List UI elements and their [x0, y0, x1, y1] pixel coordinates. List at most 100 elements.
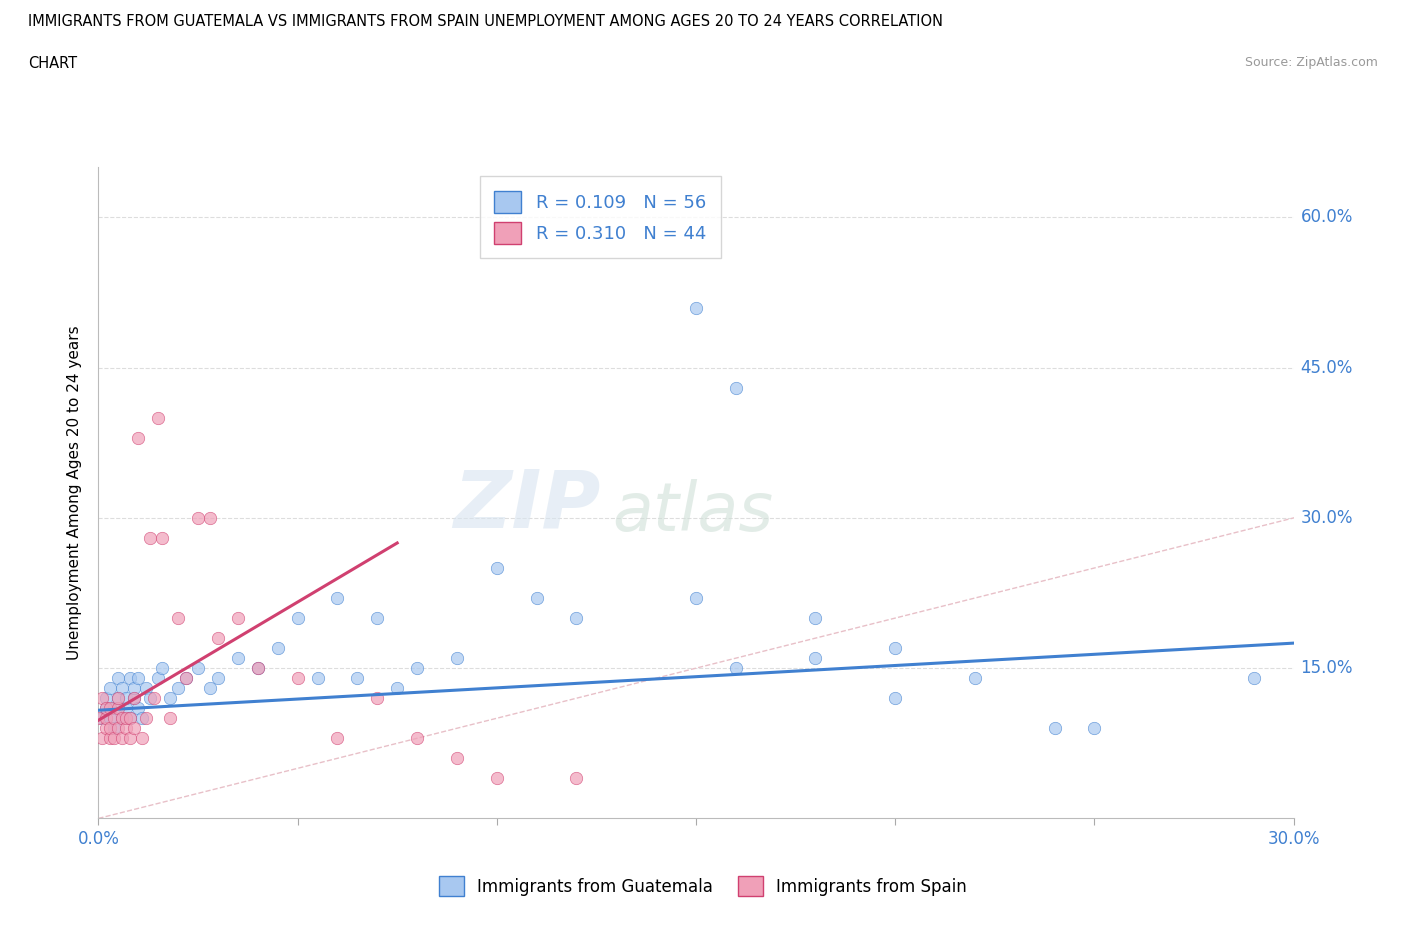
Point [98, 701, 122, 716]
Point [804, 651, 827, 666]
Point [135, 681, 157, 696]
Point [87, 711, 110, 725]
Text: IMMIGRANTS FROM GUATEMALA VS IMMIGRANTS FROM SPAIN UNEMPLOYMENT AMONG AGES 20 TO: IMMIGRANTS FROM GUATEMALA VS IMMIGRANTS … [28, 14, 943, 29]
Point [346, 671, 368, 685]
Text: 15.0%: 15.0% [1301, 659, 1353, 677]
Point [174, 671, 197, 685]
Point [167, 611, 190, 626]
Point [804, 611, 827, 626]
Point [485, 771, 508, 786]
Point [111, 711, 134, 725]
Point [120, 671, 142, 685]
Point [124, 691, 146, 706]
Point [485, 561, 508, 576]
Point [326, 731, 349, 746]
Point [96, 701, 118, 716]
Point [120, 731, 142, 746]
Legend: Immigrants from Guatemala, Immigrants from Spain: Immigrants from Guatemala, Immigrants fr… [432, 870, 974, 903]
Point [91, 731, 114, 746]
Point [246, 660, 269, 675]
Point [96, 701, 118, 716]
Point [226, 611, 249, 626]
Point [963, 671, 986, 685]
Legend: R = 0.109   N = 56, R = 0.310   N = 44: R = 0.109 N = 56, R = 0.310 N = 44 [479, 177, 721, 259]
Point [187, 660, 209, 675]
Point [103, 701, 125, 716]
Point [287, 671, 309, 685]
Point [124, 681, 146, 696]
Point [120, 711, 142, 725]
Point [246, 660, 269, 675]
Point [98, 731, 122, 746]
Point [91, 691, 114, 706]
Point [91, 711, 114, 725]
Point [159, 691, 181, 706]
Point [187, 511, 209, 525]
Point [124, 691, 146, 706]
Point [1043, 721, 1066, 736]
Point [406, 731, 429, 746]
Point [111, 681, 134, 696]
Point [1083, 721, 1105, 736]
Point [120, 711, 142, 725]
Point [107, 671, 129, 685]
Point [115, 691, 138, 706]
Point [103, 731, 125, 746]
Text: Source: ZipAtlas.com: Source: ZipAtlas.com [1244, 56, 1378, 69]
Point [150, 660, 173, 675]
Point [150, 530, 173, 545]
Point [96, 691, 118, 706]
Point [326, 591, 349, 605]
Point [526, 591, 548, 605]
Point [267, 641, 290, 656]
Point [198, 681, 221, 696]
Point [167, 681, 190, 696]
Point [111, 711, 134, 725]
Point [98, 681, 122, 696]
Point [565, 771, 588, 786]
Point [96, 711, 118, 725]
Point [307, 671, 329, 685]
Y-axis label: Unemployment Among Ages 20 to 24 years: Unemployment Among Ages 20 to 24 years [67, 326, 83, 660]
Point [103, 711, 125, 725]
Point [107, 691, 129, 706]
Point [226, 651, 249, 666]
Point [107, 701, 129, 716]
Point [565, 611, 588, 626]
Point [446, 651, 468, 666]
Point [148, 410, 170, 425]
Text: 60.0%: 60.0% [1301, 208, 1353, 227]
Text: 30.0%: 30.0% [1301, 509, 1353, 527]
Point [98, 721, 122, 736]
Point [139, 530, 162, 545]
Point [406, 660, 429, 675]
Text: 45.0%: 45.0% [1301, 359, 1353, 377]
Point [124, 721, 146, 736]
Point [207, 631, 229, 645]
Point [115, 721, 138, 736]
Point [446, 751, 468, 765]
Point [96, 721, 118, 736]
Point [131, 711, 153, 725]
Point [103, 721, 125, 736]
Point [148, 671, 170, 685]
Text: ZIP: ZIP [453, 467, 600, 545]
Point [198, 511, 221, 525]
Point [724, 660, 747, 675]
Point [884, 641, 907, 656]
Point [1243, 671, 1265, 685]
Point [159, 711, 181, 725]
Point [127, 701, 149, 716]
Point [366, 691, 388, 706]
Point [98, 711, 122, 725]
Point [115, 701, 138, 716]
Point [131, 731, 153, 746]
Point [685, 591, 707, 605]
Point [685, 300, 707, 315]
Point [127, 671, 149, 685]
Point [724, 380, 747, 395]
Text: CHART: CHART [28, 56, 77, 71]
Point [174, 671, 197, 685]
Point [884, 691, 907, 706]
Point [366, 611, 388, 626]
